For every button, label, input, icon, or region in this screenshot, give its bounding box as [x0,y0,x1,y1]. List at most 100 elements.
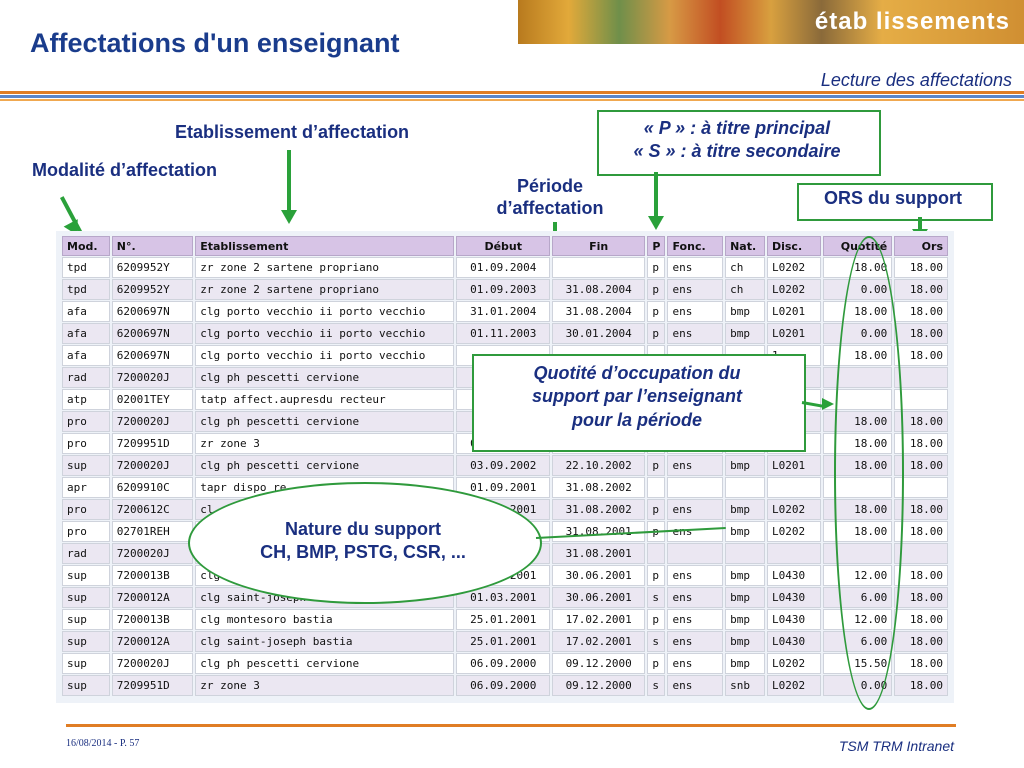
quotite-callout [472,354,806,452]
col-header-debut[interactable]: Début [456,236,550,256]
cell-ors: 18.00 [894,301,948,322]
cell-debut: 25.01.2001 [456,609,550,630]
cell-fonc: ens [667,499,724,520]
etablissements-logo: étab lissements [814,8,1010,35]
cell-debut: 06.09.2000 [456,675,550,696]
col-header-mod[interactable]: Mod. [62,236,110,256]
cell-mod: atp [62,389,110,410]
cell-fin: 31.08.2002 [551,477,646,498]
cell-numero: 6200697N [111,301,194,322]
cell-fonc: ens [667,301,724,322]
cell-etablissement: clg montesoro bastia [195,609,455,630]
cell-mod: rad [62,367,110,388]
table-row[interactable]: sup 7200012A clg saint-joseph bastia 25.01.… [62,631,948,652]
cell-fin: 31.08.2004 [551,301,646,322]
cell-ors: 18.00 [894,521,948,542]
col-header-numero[interactable]: N°. [111,236,194,256]
cell-etablissement: zr zone 2 sartene propriano [195,279,455,300]
cell-disc: L0202 [766,653,821,674]
cell-p: p [647,323,666,344]
nature-line2: CH, BMP, PSTG, CSR, ... [260,541,466,562]
col-header-ors[interactable]: Ors [894,236,948,256]
cell-etablissement: clg porto vecchio ii porto vecchio [195,301,455,322]
col-header-fonc[interactable]: Fonc. [667,236,724,256]
header-banner-image: étab lissements [518,0,1024,44]
cell-numero: 6200697N [111,323,194,344]
cell-fonc: ens [667,455,724,476]
cell-mod: sup [62,565,110,586]
page-title: Affectations d'un enseignant [30,28,400,58]
cell-fin: 22.10.2002 [551,455,646,476]
cell-p: p [647,455,666,476]
cell-mod: pro [62,499,110,520]
col-header-nat[interactable]: Nat. [725,236,765,256]
cell-p [647,543,666,564]
col-header-fin[interactable]: Fin [551,236,646,256]
cell-numero: 7200020J [111,411,194,432]
table-row[interactable]: tpd 6209952Y zr zone 2 sartene propriano 01… [62,279,948,300]
table-row[interactable]: apr 6209910C tapr dispo re 01.09.2001 31.08.… [62,477,948,498]
label-etablissement: Etablissement d’affectation [175,122,410,142]
arrow-ors [918,217,922,231]
table-row[interactable]: sup 7200020J clg ph pescetti cervione 03.09… [62,455,948,476]
cell-mod: tpd [62,257,110,278]
cell-mod: afa [62,301,110,322]
cell-fin: 31.08.2004 [551,279,646,300]
principal-secondaire-callout [597,110,881,176]
table-row[interactable]: afa 6200697N clg porto vecchio ii porto ve… [62,301,948,322]
cell-fin: 31.08.2002 [551,499,646,520]
cell-nat: ch [725,279,765,300]
cell-debut: 01.11.2003 [456,323,550,344]
subtitle: Lecture des affectations [820,70,1012,90]
cell-numero: 02701REH [111,521,194,542]
cell-mod: pro [62,433,110,454]
table-row[interactable]: sup 7200013B clg montesoro bastia 25.01.200… [62,609,948,630]
stripe-orange [0,91,1024,94]
cell-nat: snb [725,675,765,696]
cell-fin: 17.02.2001 [551,609,646,630]
col-header-disc[interactable]: Disc. [766,236,821,256]
table-row[interactable]: sup 7200012A clg saint-joseph bastia 01.03.… [62,587,948,608]
cell-p: s [647,675,666,696]
cell-ors: 18.00 [894,499,948,520]
cell-disc: L0430 [766,631,821,652]
cell-mod: sup [62,609,110,630]
table-row[interactable]: sup 7200020J clg ph pescetti cervione 06.09… [62,653,948,674]
cell-etablissement: clg saint-joseph bastia [195,631,455,652]
table-row[interactable]: afa 6200697N clg porto vecchio ii porto ve… [62,323,948,344]
cell-etablissement: clg ph pescetti cervione [195,367,455,388]
arrow-etablissement-head [281,210,297,224]
cell-numero: 7200012A [111,631,194,652]
cell-disc: L0202 [766,257,821,278]
cell-disc: L0202 [766,499,821,520]
cell-numero: 6209952Y [111,279,194,300]
cell-fonc [667,477,724,498]
cell-nat: bmp [725,631,765,652]
table-row[interactable]: tpd 6209952Y zr zone 2 sartene propriano 01… [62,257,948,278]
cell-p: p [647,653,666,674]
cell-p: s [647,587,666,608]
cell-debut: 03.09.2002 [456,455,550,476]
arrow-ps [654,172,658,218]
cell-nat: bmp [725,301,765,322]
table-row[interactable]: sup 7209951D zr zone 3 06.09.2000 09.12.2000… [62,675,948,696]
col-header-etablissement[interactable]: Etablissement [195,236,455,256]
cell-fonc [667,543,724,564]
cell-numero: 7200013B [111,609,194,630]
cell-p: p [647,301,666,322]
cell-mod: tpd [62,279,110,300]
cell-etablissement: clg ph pescetti cervione [195,411,455,432]
cell-fin [551,257,646,278]
cell-p: p [647,609,666,630]
cell-etablissement: clg ph pescetti cervione [195,455,455,476]
principal-secondaire-text: « P » : à titre principal « S » : à titr… [597,117,877,164]
cell-fin: 31.08.2001 [551,543,646,564]
cell-numero: 7209951D [111,675,194,696]
cell-fonc: ens [667,631,724,652]
cell-mod: rad [62,543,110,564]
cell-numero: 7209951D [111,433,194,454]
nature-line1: Nature du support [285,519,441,539]
col-header-p[interactable]: P [647,236,666,256]
cell-fin: 09.12.2000 [551,675,646,696]
cell-mod: afa [62,323,110,344]
